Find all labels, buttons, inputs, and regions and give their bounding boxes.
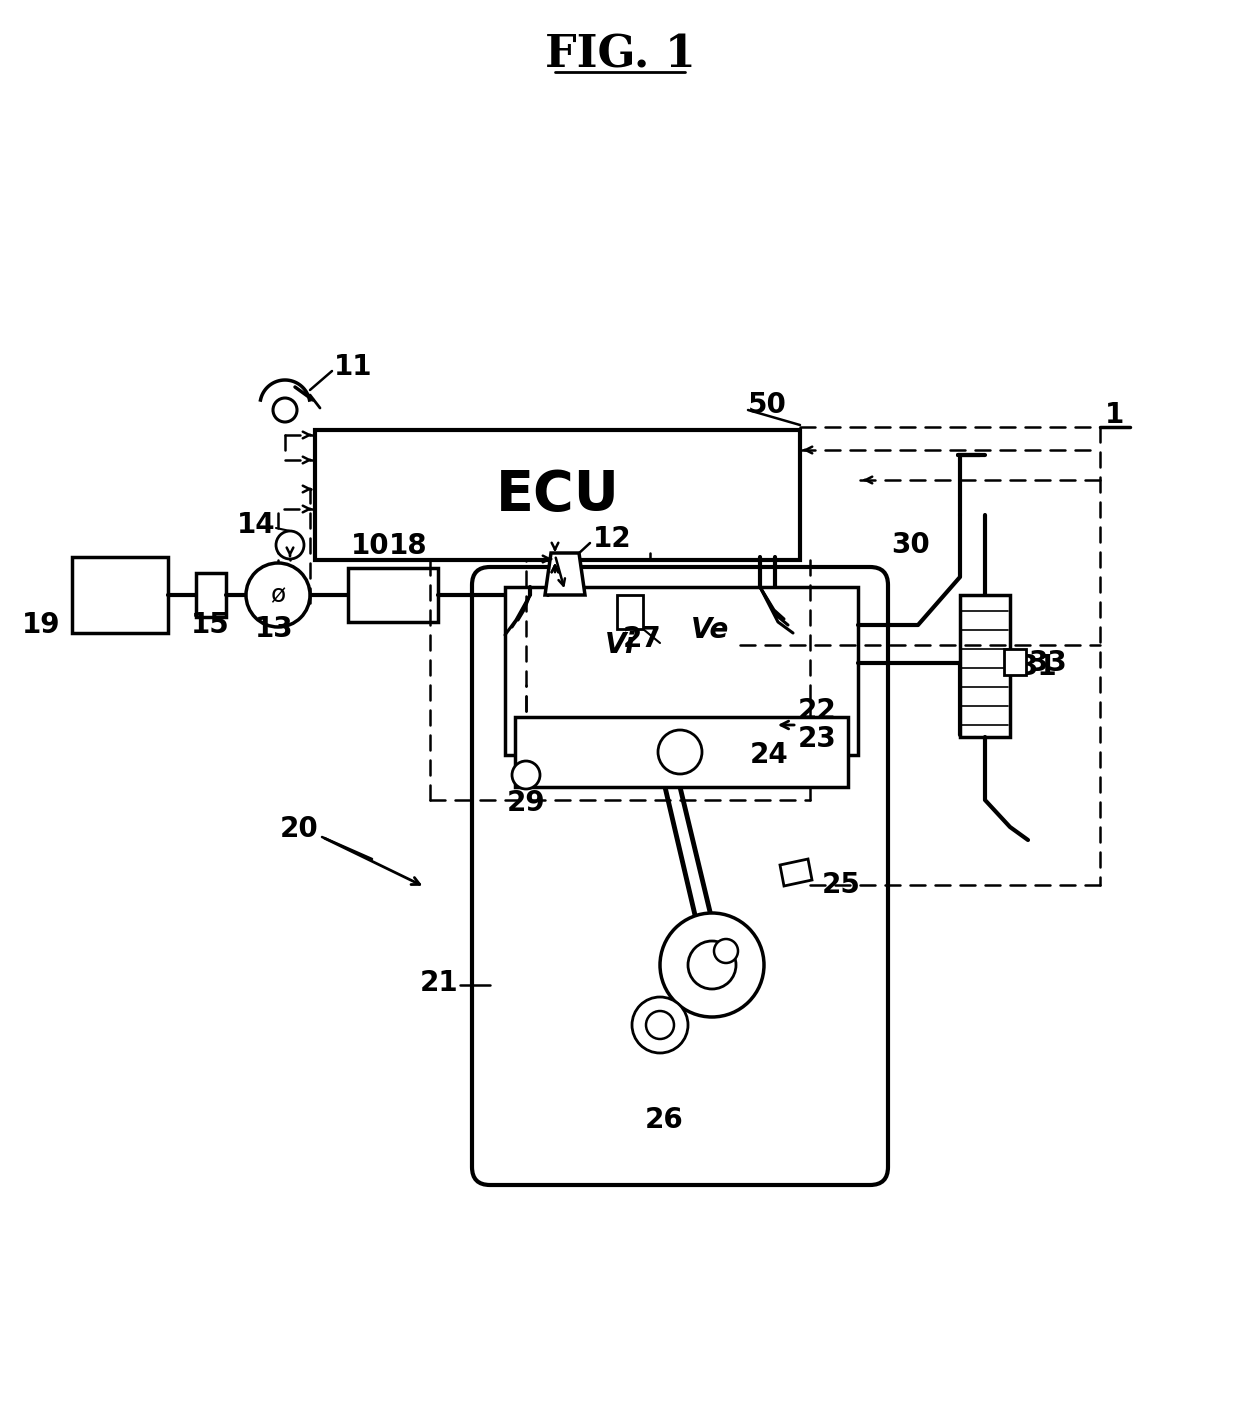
Bar: [960, 594, 1011, 737]
Circle shape: [273, 398, 298, 422]
Text: 25: 25: [822, 872, 861, 899]
Bar: [618, 594, 644, 630]
Text: 19: 19: [21, 611, 60, 640]
Circle shape: [646, 1010, 675, 1039]
Text: 11: 11: [334, 352, 372, 381]
Circle shape: [688, 941, 737, 989]
Text: 12: 12: [593, 525, 631, 553]
Bar: [1004, 649, 1025, 675]
Circle shape: [658, 730, 702, 774]
Text: Ve: Ve: [691, 616, 729, 644]
Text: Vi: Vi: [605, 631, 635, 659]
Text: 14: 14: [237, 511, 277, 539]
FancyBboxPatch shape: [472, 567, 888, 1184]
Circle shape: [277, 531, 304, 559]
Circle shape: [632, 998, 688, 1053]
Text: 22: 22: [799, 698, 837, 724]
Bar: [505, 587, 858, 756]
Text: 15: 15: [191, 611, 229, 640]
Circle shape: [660, 913, 764, 1017]
Text: ø: ø: [270, 583, 285, 607]
Text: 18: 18: [388, 532, 428, 560]
Text: 20: 20: [279, 815, 317, 843]
Text: 26: 26: [645, 1107, 683, 1133]
Text: 31: 31: [1018, 652, 1056, 681]
Text: 10: 10: [351, 532, 389, 560]
Text: 1: 1: [1105, 400, 1125, 429]
Text: 13: 13: [254, 616, 294, 642]
Text: 24: 24: [750, 741, 789, 768]
Text: 29: 29: [507, 790, 546, 816]
Text: 21: 21: [419, 969, 458, 998]
Text: 23: 23: [799, 724, 837, 753]
Circle shape: [714, 940, 738, 964]
Text: 50: 50: [748, 391, 787, 419]
Bar: [72, 558, 167, 633]
Text: 30: 30: [892, 531, 930, 559]
Text: 33: 33: [1028, 649, 1066, 676]
Circle shape: [512, 761, 539, 790]
Bar: [515, 717, 848, 787]
Bar: [196, 573, 226, 617]
Polygon shape: [780, 859, 812, 886]
Circle shape: [246, 563, 310, 627]
Bar: [348, 567, 438, 623]
Text: FIG. 1: FIG. 1: [544, 34, 696, 76]
Polygon shape: [546, 553, 585, 594]
Text: ECU: ECU: [496, 468, 620, 522]
Text: 27: 27: [624, 625, 662, 652]
Bar: [315, 430, 800, 560]
